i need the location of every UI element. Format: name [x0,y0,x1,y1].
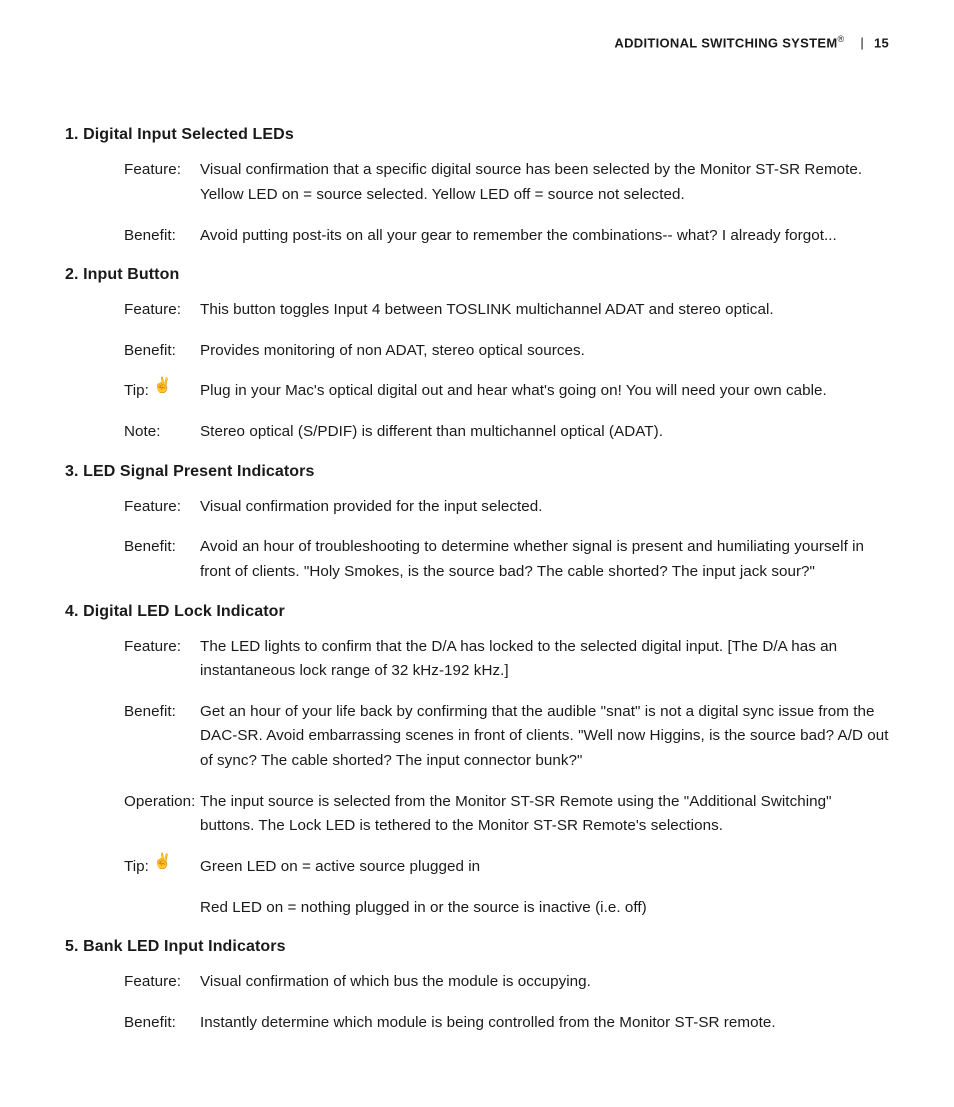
row-label-text: Operation: [124,790,195,815]
row-label: Benefit: [124,1011,200,1036]
row-content-text: The LED lights to confirm that the D/A h… [200,635,889,684]
row-content: Get an hour of your life back by confirm… [200,700,889,774]
tip-hand-icon: ✌ [153,378,172,393]
header-separator: | [860,35,864,50]
row-content: Visual confirmation provided for the inp… [200,495,889,520]
row-label-text: Feature: [124,970,181,995]
row-label: Feature: [124,970,200,995]
row-content: Green LED on = active source plugged in R… [200,855,889,920]
header-title: ADDITIONAL SWITCHING SYSTEM [614,35,837,50]
section-heading: 5. Bank LED Input Indicators [65,938,889,956]
row-content-text: Visual confirmation of which bus the mod… [200,970,889,995]
definition-row: Benefit: Get an hour of your life back by… [65,700,889,774]
definition-row: Tip: ✌ Green LED on = active source plugge… [65,855,889,920]
row-content-text: Stereo optical (S/PDIF) is different tha… [200,420,889,445]
definition-row: Tip: ✌ Plug in your Mac's optical digital … [65,379,889,404]
row-content-text: Green LED on = active source plugged in [200,855,889,880]
row-label: Operation: [124,790,200,839]
row-label: Tip: ✌ [124,379,200,404]
definition-row: Operation:The input source is selected f… [65,790,889,839]
row-label: Benefit: [124,224,200,249]
tip-hand-icon: ✌ [153,854,172,869]
row-content-extra: Red LED on = nothing plugged in or the s… [200,896,889,921]
section-heading: 2. Input Button [65,266,889,284]
row-label: Benefit: [124,535,200,584]
row-label: Feature: [124,495,200,520]
section: 5. Bank LED Input Indicators Feature: Visu… [65,938,889,1035]
row-content: The LED lights to confirm that the D/A h… [200,635,889,684]
header-page-number: 15 [874,35,889,50]
row-content: The input source is selected from the Mo… [200,790,889,839]
section-heading: 3. LED Signal Present Indicators [65,463,889,481]
row-label: Feature: [124,158,200,207]
section-heading: 4. Digital LED Lock Indicator [65,603,889,621]
header-sup: ® [837,34,844,44]
row-content: Avoid an hour of troubleshooting to dete… [200,535,889,584]
row-content: Visual confirmation of which bus the mod… [200,970,889,995]
row-content-text: Plug in your Mac's optical digital out a… [200,379,889,404]
section: 3. LED Signal Present Indicators Feature:… [65,463,889,585]
row-label-text: Feature: [124,158,181,183]
row-label: Feature: [124,635,200,684]
row-label-text: Feature: [124,495,181,520]
row-label: Benefit: [124,700,200,774]
definition-row: Feature: Visual confirmation that a speci… [65,158,889,207]
row-content-text: The input source is selected from the Mo… [200,790,889,839]
row-content-text: Get an hour of your life back by confirm… [200,700,889,774]
definition-row: Feature: Visual confirmation of which bus… [65,970,889,995]
row-label-text: Tip: [124,855,149,880]
definition-row: Feature: The LED lights to confirm that t… [65,635,889,684]
section: 4. Digital LED Lock Indicator Feature: The… [65,603,889,921]
definition-row: Feature: Visual confirmation provided for… [65,495,889,520]
row-label-text: Feature: [124,298,181,323]
row-content-text: Visual confirmation that a specific digi… [200,158,889,207]
row-content: Stereo optical (S/PDIF) is different tha… [200,420,889,445]
definition-row: Feature: This button toggles Input 4 betw… [65,298,889,323]
row-label-text: Benefit: [124,224,176,249]
row-content: Avoid putting post-its on all your gear … [200,224,889,249]
row-content: Instantly determine which module is bein… [200,1011,889,1036]
section: 2. Input Button Feature: This button toggl… [65,266,889,445]
row-label: Tip: ✌ [124,855,200,920]
row-content-text: Avoid putting post-its on all your gear … [200,224,889,249]
definition-row: Benefit: Provides monitoring of non ADAT,… [65,339,889,364]
definition-row: Benefit: Avoid an hour of troubleshooting… [65,535,889,584]
row-label: Feature: [124,298,200,323]
row-content: Plug in your Mac's optical digital out a… [200,379,889,404]
definition-row: Note: Stereo optical (S/PDIF) is differen… [65,420,889,445]
row-label-text: Note: [124,420,161,445]
row-content: Provides monitoring of non ADAT, stereo … [200,339,889,364]
row-content-text: This button toggles Input 4 between TOSL… [200,298,889,323]
definition-row: Benefit: Instantly determine which module… [65,1011,889,1036]
row-content: Visual confirmation that a specific digi… [200,158,889,207]
row-content-text: Provides monitoring of non ADAT, stereo … [200,339,889,364]
section-heading: 1. Digital Input Selected LEDs [65,126,889,144]
row-label-text: Benefit: [124,339,176,364]
row-label-text: Benefit: [124,700,176,725]
section: 1. Digital Input Selected LEDs Feature: Vi… [65,126,889,248]
row-content-text: Visual confirmation provided for the inp… [200,495,889,520]
row-label-text: Benefit: [124,535,176,560]
page-header: ADDITIONAL SWITCHING SYSTEM® | 15 [65,34,889,50]
definition-row: Benefit: Avoid putting post-its on all yo… [65,224,889,249]
row-content: This button toggles Input 4 between TOSL… [200,298,889,323]
row-label-text: Tip: [124,379,149,404]
row-content-text: Avoid an hour of troubleshooting to dete… [200,535,889,584]
row-label: Note: [124,420,200,445]
row-label-text: Feature: [124,635,181,660]
sections-container: 1. Digital Input Selected LEDs Feature: Vi… [65,126,889,1035]
row-label: Benefit: [124,339,200,364]
row-label-text: Benefit: [124,1011,176,1036]
row-content-text: Instantly determine which module is bein… [200,1011,889,1036]
